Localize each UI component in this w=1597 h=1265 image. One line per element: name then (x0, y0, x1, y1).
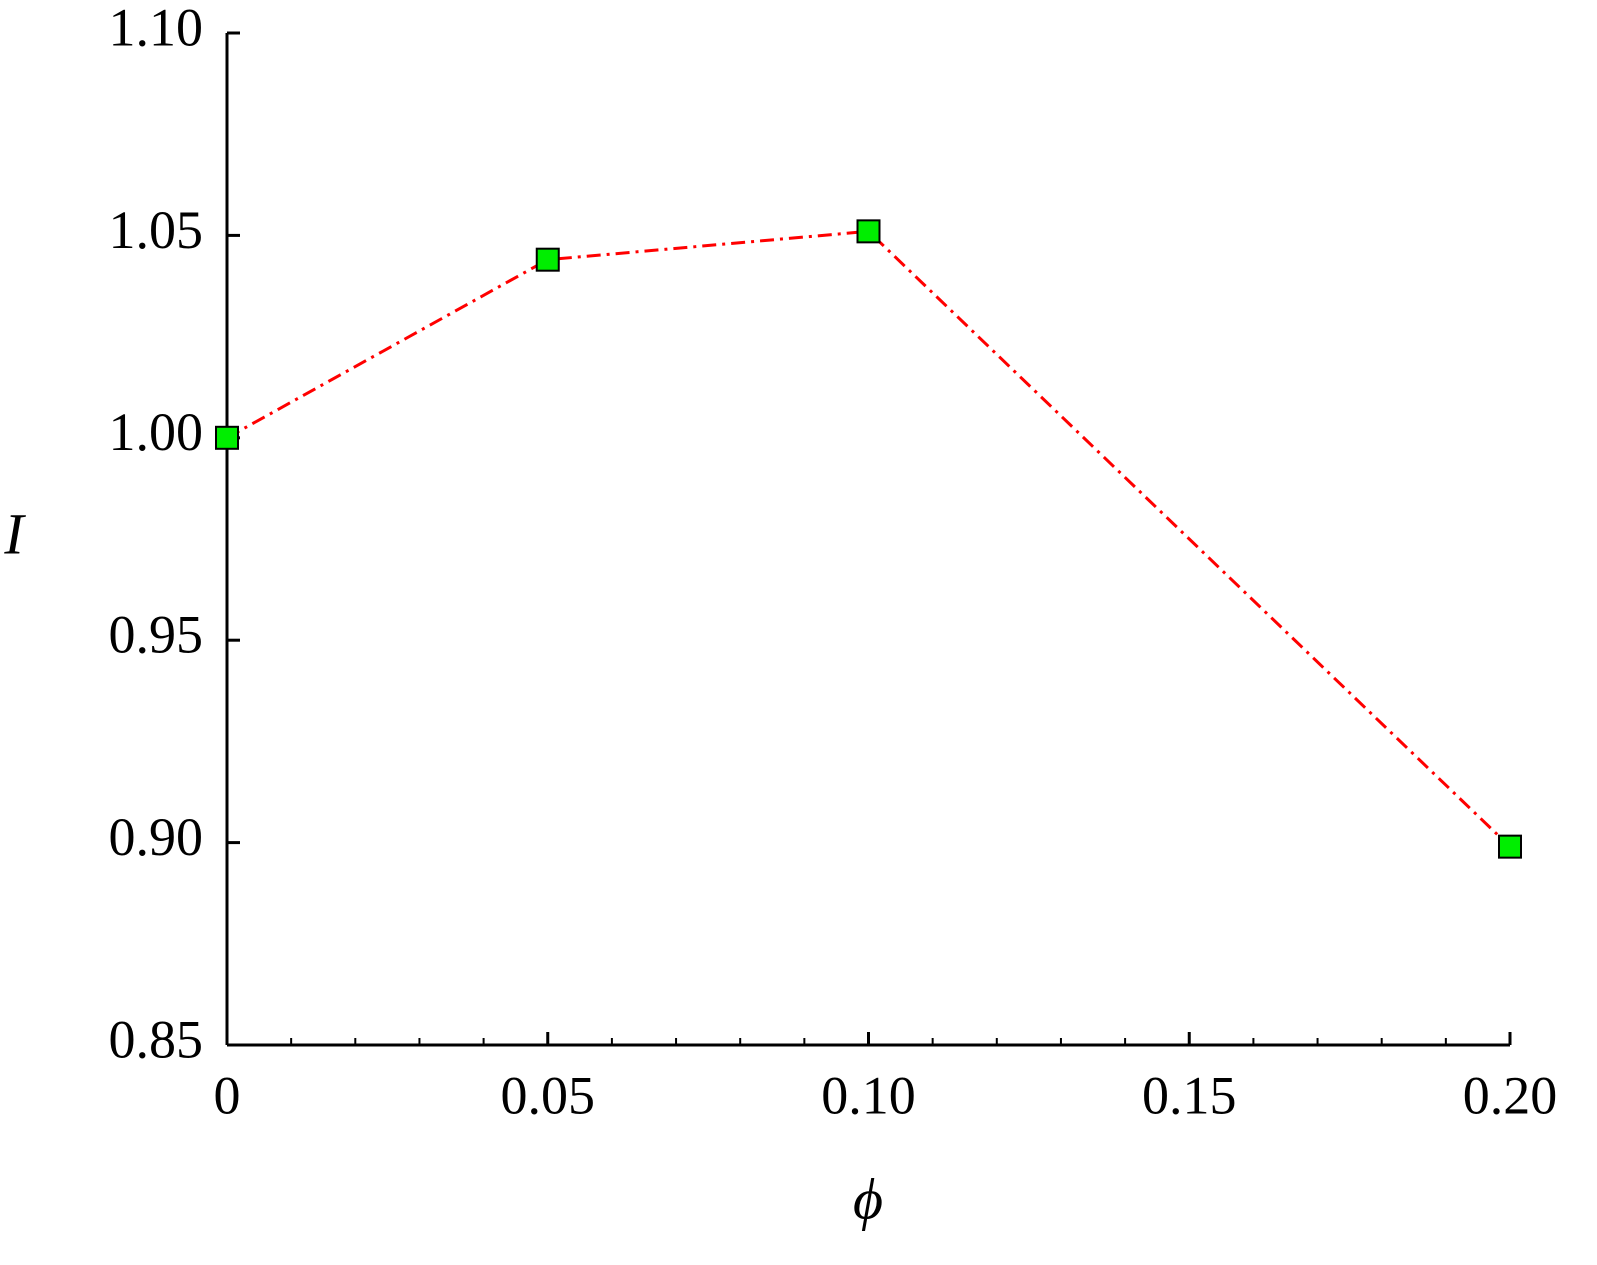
x-tick-label: 0.20 (1463, 1065, 1558, 1125)
x-tick-label: 0.10 (821, 1065, 916, 1125)
y-tick-label: 1.00 (109, 402, 204, 462)
x-tick-label: 0.15 (1142, 1065, 1237, 1125)
y-tick-label: 1.05 (109, 200, 204, 260)
x-axis-title: ϕ (853, 1166, 883, 1231)
x-tick-label: 0 (214, 1065, 241, 1125)
y-axis-title: I (3, 501, 26, 566)
data-marker (215, 425, 239, 450)
data-line (226, 229, 1512, 848)
data-marker (535, 247, 560, 272)
data-marker (856, 219, 881, 244)
x-tick-label: 0.05 (501, 1065, 596, 1125)
y-tick-label: 0.85 (109, 1009, 204, 1069)
y-tick-label: 0.90 (109, 807, 204, 867)
data-marker (1498, 834, 1522, 859)
y-tick-label: 0.95 (109, 605, 204, 665)
y-tick-label: 1.10 (109, 0, 204, 57)
